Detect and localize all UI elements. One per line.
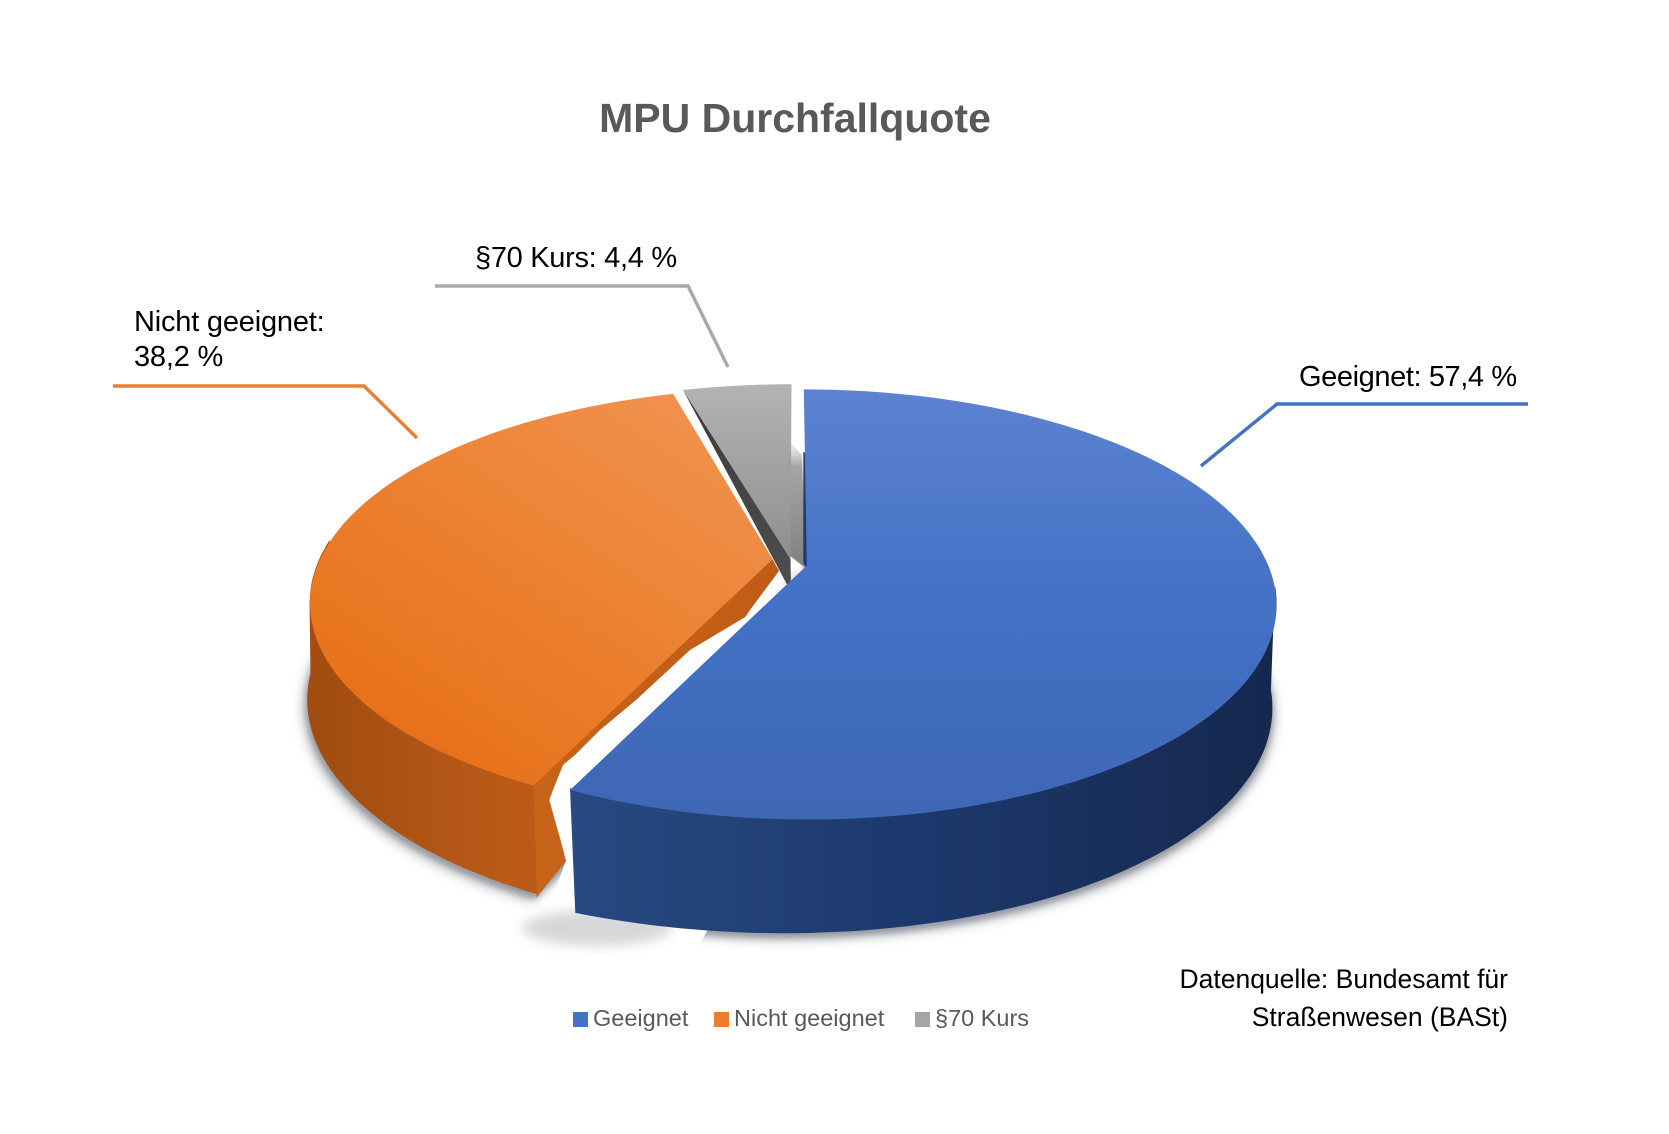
svg-text:§70 Kurs: §70 Kurs — [935, 1005, 1029, 1031]
svg-text:§70 Kurs: 4,4 %: §70 Kurs: 4,4 % — [475, 242, 677, 274]
svg-text:Geeignet: 57,4 %: Geeignet: 57,4 % — [1299, 361, 1517, 393]
svg-text:38,2 %: 38,2 % — [134, 341, 223, 373]
svg-text:Nicht geeignet: Nicht geeignet — [734, 1005, 885, 1031]
svg-text:Datenquelle: Bundesamt für: Datenquelle: Bundesamt für — [1179, 964, 1508, 994]
svg-text:Straßenwesen (BASt): Straßenwesen (BASt) — [1252, 1002, 1508, 1032]
svg-text:Geeignet: Geeignet — [593, 1005, 689, 1031]
svg-text:MPU Durchfallquote: MPU Durchfallquote — [599, 95, 991, 141]
svg-text:Nicht geeignet:: Nicht geeignet: — [134, 306, 324, 338]
